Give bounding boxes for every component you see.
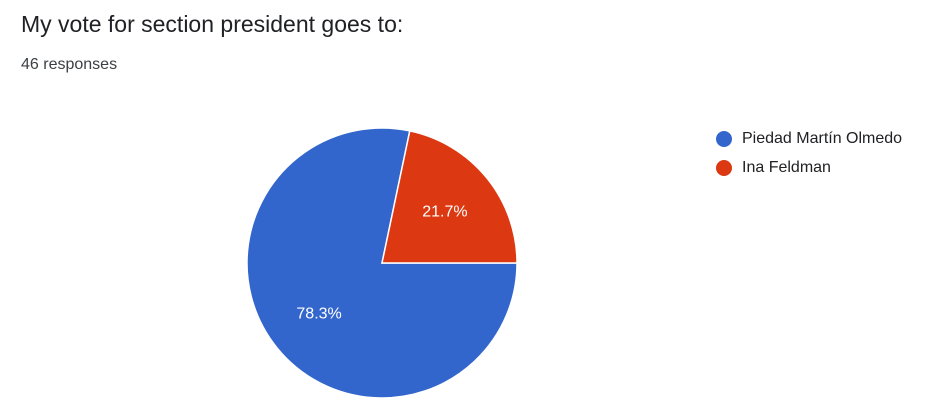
pie-slice-labels: 78.3% 21.7% (296, 203, 467, 322)
legend-swatch-2 (716, 159, 732, 176)
chart-legend: Piedad Martín Olmedo Ina Feldman (716, 124, 902, 182)
pie-slice-2[interactable] (381, 130, 518, 264)
legend-item-1[interactable]: Piedad Martín Olmedo (716, 124, 902, 153)
pie-slices (246, 127, 518, 399)
pie-slice-label-2: 21.7% (422, 203, 467, 220)
pie-slice-label-1: 78.3% (296, 306, 341, 323)
response-count: 46 responses (21, 56, 118, 73)
legend-label-2: Ina Feldman (742, 158, 831, 176)
legend-swatch-1 (716, 130, 732, 147)
question-title: My vote for section president goes to: (21, 11, 404, 37)
legend-label-1: Piedad Martín Olmedo (742, 129, 903, 147)
legend-item-2[interactable]: Ina Feldman (716, 153, 902, 182)
